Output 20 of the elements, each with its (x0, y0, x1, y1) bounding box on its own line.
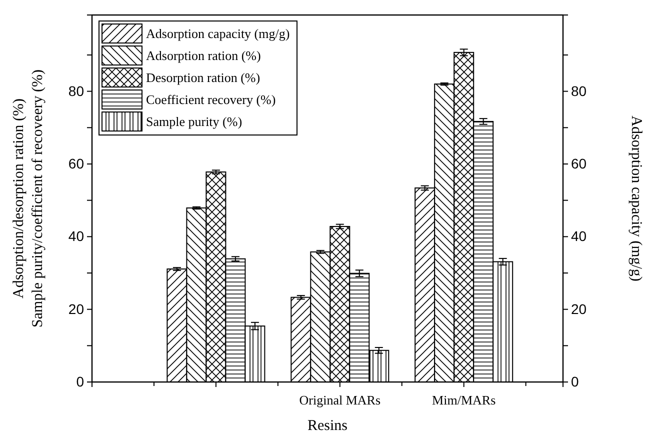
y-tick-label: 0 (76, 373, 84, 390)
y2-axis-title: Adsorption capacity (mg/g) (628, 116, 644, 282)
legend-label: Desorption ration (%) (146, 70, 260, 85)
x-axis-title: Resins (307, 418, 348, 434)
y-axis-title: Adsorption/desorption ration (%) Sample purity/coefficient of recoveery (%) (11, 70, 46, 328)
y2-tick-label: 40 (571, 228, 587, 244)
y2-tick-label: 60 (571, 155, 587, 172)
y2-tick-label: 20 (571, 300, 587, 317)
y-tick-label: 80 (68, 82, 84, 99)
y-tick-label: 60 (68, 155, 84, 172)
legend-label: Sample purity (%) (146, 114, 242, 129)
x-tick-label: Original MARs (299, 392, 381, 408)
y2-tick-label: 0 (571, 373, 579, 390)
legend-label: Adsorption ration (%) (146, 48, 261, 63)
legend-label: Adsorption capacity (mg/g) (146, 26, 290, 41)
y-tick-label: 20 (68, 300, 84, 317)
legend-label: Coefficient recovery (%) (146, 92, 276, 107)
y-tick-label: 40 (68, 228, 84, 244)
y2-tick-label: 80 (571, 82, 587, 99)
x-tick-label: Mim/MARs (432, 392, 496, 408)
